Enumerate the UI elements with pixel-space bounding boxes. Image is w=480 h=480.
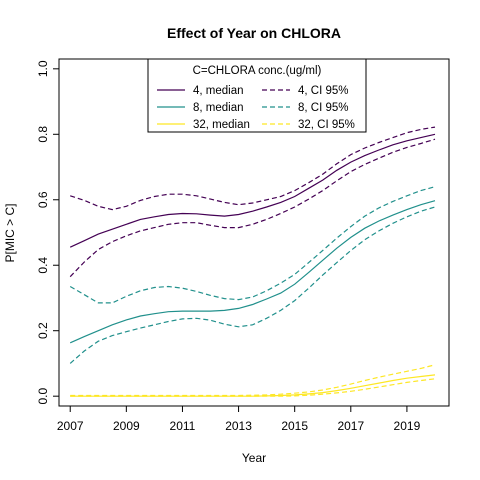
x-axis-label: Year <box>242 451 266 465</box>
legend-box <box>147 58 367 133</box>
y-tick-label-5: 1.0 <box>36 60 50 77</box>
series-line-4 <box>69 186 436 304</box>
y-tick-label-3: 0.6 <box>36 191 50 208</box>
x-tick-label-6: 2019 <box>394 419 421 433</box>
legend: C=CHLORA conc.(ug/ml) 4, median 4, CI 95%… <box>147 58 367 133</box>
x-axis: 2007 2009 2011 2013 2015 2017 2019 <box>57 406 421 433</box>
legend-label-1: 4, CI 95% <box>298 85 349 97</box>
series-line-1 <box>70 126 436 211</box>
y-tick-label-0: 0.0 <box>36 388 50 405</box>
series-line-0 <box>69 133 436 248</box>
y-axis: 0.0 0.2 0.4 0.6 0.8 1.0 <box>36 60 59 405</box>
legend-label-0: 4, median <box>193 85 244 97</box>
chart-title: Effect of Year on CHLORA <box>167 25 341 41</box>
y-tick-label-4: 0.8 <box>36 126 50 143</box>
legend-title: C=CHLORA conc.(ug/ml) <box>193 65 322 77</box>
x-tick-label-1: 2009 <box>113 419 140 433</box>
series-line-2 <box>69 138 436 278</box>
x-tick-label-2: 2011 <box>170 419 196 433</box>
x-tick-label-4: 2015 <box>281 419 308 433</box>
legend-label-5: 32, CI 95% <box>298 119 355 131</box>
y-axis-label: P[MIC > C] <box>3 203 17 262</box>
x-tick-label-5: 2017 <box>337 419 364 433</box>
y-tick-label-2: 0.4 <box>36 257 50 274</box>
plot-lines <box>69 126 436 397</box>
series-line-3 <box>69 200 436 344</box>
series-line-8 <box>70 378 436 397</box>
series-line-5 <box>69 206 436 364</box>
legend-label-4: 32, median <box>193 119 250 131</box>
series-line-6 <box>70 374 436 397</box>
legend-label-2: 8, median <box>193 102 244 114</box>
x-tick-label-0: 2007 <box>57 419 84 433</box>
y-tick-label-1: 0.2 <box>36 322 50 339</box>
x-tick-label-3: 2013 <box>225 419 252 433</box>
series-line-7 <box>70 364 436 397</box>
legend-label-3: 8, CI 95% <box>298 102 349 114</box>
